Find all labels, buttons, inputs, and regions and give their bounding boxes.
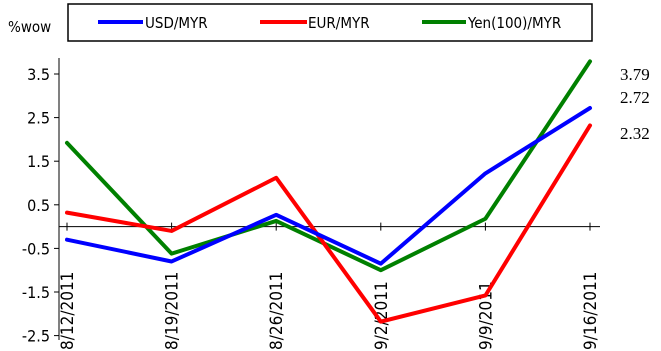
legend-entry-eur-myr: EUR/MYR (260, 14, 370, 32)
legend-label-yen-myr: Yen(100)/MYR (467, 14, 561, 32)
legend-box (67, 3, 593, 42)
x-tick-label: 8/12/2011 (58, 272, 78, 350)
y-tick-label: 0.5 (27, 196, 50, 215)
y-axis-ticks: -2.5 -1.5 -0.5 0.5 1.5 2.5 3.5 (22, 65, 59, 346)
legend-label-eur-myr: EUR/MYR (308, 14, 370, 32)
x-tick-label: 8/26/2011 (267, 272, 287, 350)
x-tick-label: 9/16/2011 (581, 272, 601, 350)
end-label-yen-myr: 3.79 (620, 65, 650, 84)
legend-entry-yen-myr: Yen(100)/MYR (422, 14, 561, 32)
y-tick-label: 1.5 (27, 152, 50, 171)
y-tick-label: 3.5 (27, 65, 50, 84)
series-line-eur-myr (65, 123, 592, 324)
x-tick-label: 9/2/2011 (372, 281, 392, 350)
y-tick-label: 2.5 (27, 109, 50, 128)
end-label-eur-myr: 2.32 (620, 124, 650, 143)
legend: USD/MYR EUR/MYR Yen(100)/MYR (67, 3, 593, 42)
legend-entry-usd-myr: USD/MYR (98, 14, 208, 32)
series-line-usd-myr (65, 106, 592, 266)
x-tick-label: 8/19/2011 (163, 272, 183, 350)
legend-label-usd-myr: USD/MYR (145, 14, 208, 32)
end-label-usd-myr: 2.72 (620, 88, 650, 107)
y-axis-label: %wow (8, 18, 51, 36)
series-line-yen-myr (65, 59, 592, 273)
y-tick-label: -2.5 (22, 327, 50, 346)
y-tick-label: -0.5 (22, 239, 50, 258)
y-tick-label: -1.5 (22, 283, 50, 302)
